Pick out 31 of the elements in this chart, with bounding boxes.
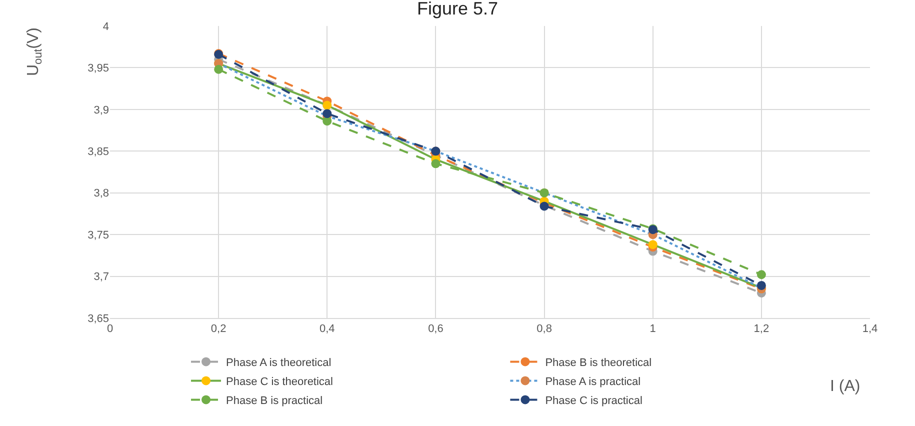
x-tick-label: 0,8 bbox=[536, 323, 552, 336]
y-tick-label: 3,7 bbox=[94, 271, 109, 284]
legend-label: Phase C is practical bbox=[545, 394, 642, 407]
x-tick-label: 1,4 bbox=[862, 323, 878, 336]
legend-label: Phase A is practical bbox=[545, 376, 641, 388]
y-tick-label: 3,85 bbox=[88, 146, 109, 158]
point bbox=[756, 270, 766, 280]
point bbox=[214, 64, 224, 74]
chart-title: Figure 5.7 bbox=[416, 0, 498, 19]
point bbox=[648, 240, 658, 250]
x-tick-label: 0,2 bbox=[210, 323, 226, 336]
point bbox=[322, 116, 332, 126]
y-tick-label: 4 bbox=[102, 20, 109, 33]
legend-label: Phase A is theoretical bbox=[226, 356, 332, 369]
y-tick-label: 3,75 bbox=[88, 229, 109, 242]
legend-label: Phase B is practical bbox=[226, 394, 323, 407]
x-tick-label: 1 bbox=[650, 323, 656, 336]
y-tick-label: 3,8 bbox=[94, 188, 109, 200]
y-tick-label: 3,9 bbox=[94, 104, 109, 116]
y-tick-label: 3,95 bbox=[88, 62, 109, 75]
y-tick-label: 3,65 bbox=[88, 312, 109, 325]
x-tick-label: 0,6 bbox=[428, 323, 444, 336]
point bbox=[431, 159, 440, 168]
point bbox=[322, 109, 332, 118]
x-tick-label: 0 bbox=[106, 323, 114, 336]
x-tick-label: 1,2 bbox=[754, 323, 770, 336]
x-axis-title: I (A) bbox=[830, 378, 860, 395]
x-tick-label: 0,4 bbox=[319, 323, 335, 336]
point bbox=[756, 280, 766, 290]
legend-label: Phase C is theoretical bbox=[226, 376, 333, 388]
legend-label: Phase B is theoretical bbox=[545, 356, 652, 369]
